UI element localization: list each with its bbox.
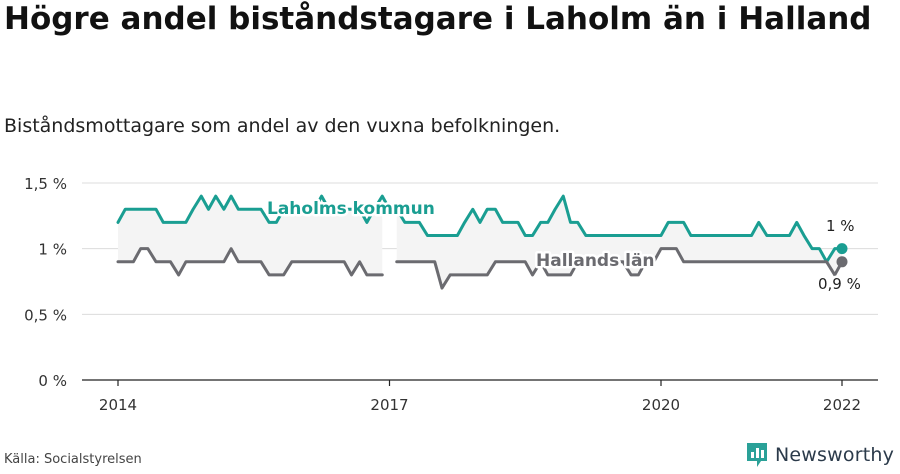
series-line-0 bbox=[116, 194, 844, 264]
series-name-halland-halo: Hallands län bbox=[536, 251, 655, 271]
y-axis: 0 % 0,5 % 1 % 1,5 % bbox=[24, 175, 67, 390]
series-line-1 bbox=[116, 247, 384, 277]
y-tick-label-2: 1 % bbox=[38, 241, 67, 259]
newsworthy-brand[interactable]: Newsworthy bbox=[745, 441, 894, 469]
series-name-laholm-halo: Laholms kommun bbox=[267, 199, 435, 219]
series-line-1 bbox=[395, 247, 844, 290]
end-label-halland-halo: 0,9 % bbox=[818, 275, 861, 293]
series-end-point-0 bbox=[836, 243, 848, 255]
difference-band bbox=[118, 196, 842, 289]
source-note: Källa: Socialstyrelsen bbox=[4, 452, 142, 467]
series-name-laholm: Laholms kommun bbox=[267, 199, 435, 219]
band-segment bbox=[118, 196, 383, 275]
x-tick-label-3: 2022 bbox=[823, 396, 861, 414]
x-tick-label-1: 2017 bbox=[370, 396, 408, 414]
x-tick-label-2: 2020 bbox=[642, 396, 680, 414]
brand-label: Newsworthy bbox=[775, 444, 895, 466]
line-chart: 2014 2017 2020 2022 0 % 0,5 % 1 % 1,5 % Laholm… bbox=[24, 175, 878, 414]
y-tick-label-3: 1,5 % bbox=[24, 175, 67, 193]
band-segment bbox=[396, 196, 842, 289]
chart-title: Högre andel biståndstagare i Laholm än i… bbox=[4, 1, 872, 37]
chart-subtitle: Biståndsmottagare som andel av den vuxna… bbox=[4, 115, 561, 137]
end-label-laholm: 1 % bbox=[826, 217, 855, 235]
x-axis: 2014 2017 2020 2022 bbox=[99, 380, 861, 414]
y-tick-label-1: 0,5 % bbox=[24, 306, 67, 324]
newsworthy-logo-icon bbox=[747, 443, 767, 467]
series-name-halland: Hallands län bbox=[536, 251, 655, 271]
y-tick-label-0: 0 % bbox=[38, 372, 67, 390]
x-tick-label-0: 2014 bbox=[99, 396, 137, 414]
end-label-halland: 0,9 % bbox=[818, 275, 861, 293]
series-lines bbox=[116, 194, 848, 290]
series-end-point-1 bbox=[836, 256, 848, 268]
